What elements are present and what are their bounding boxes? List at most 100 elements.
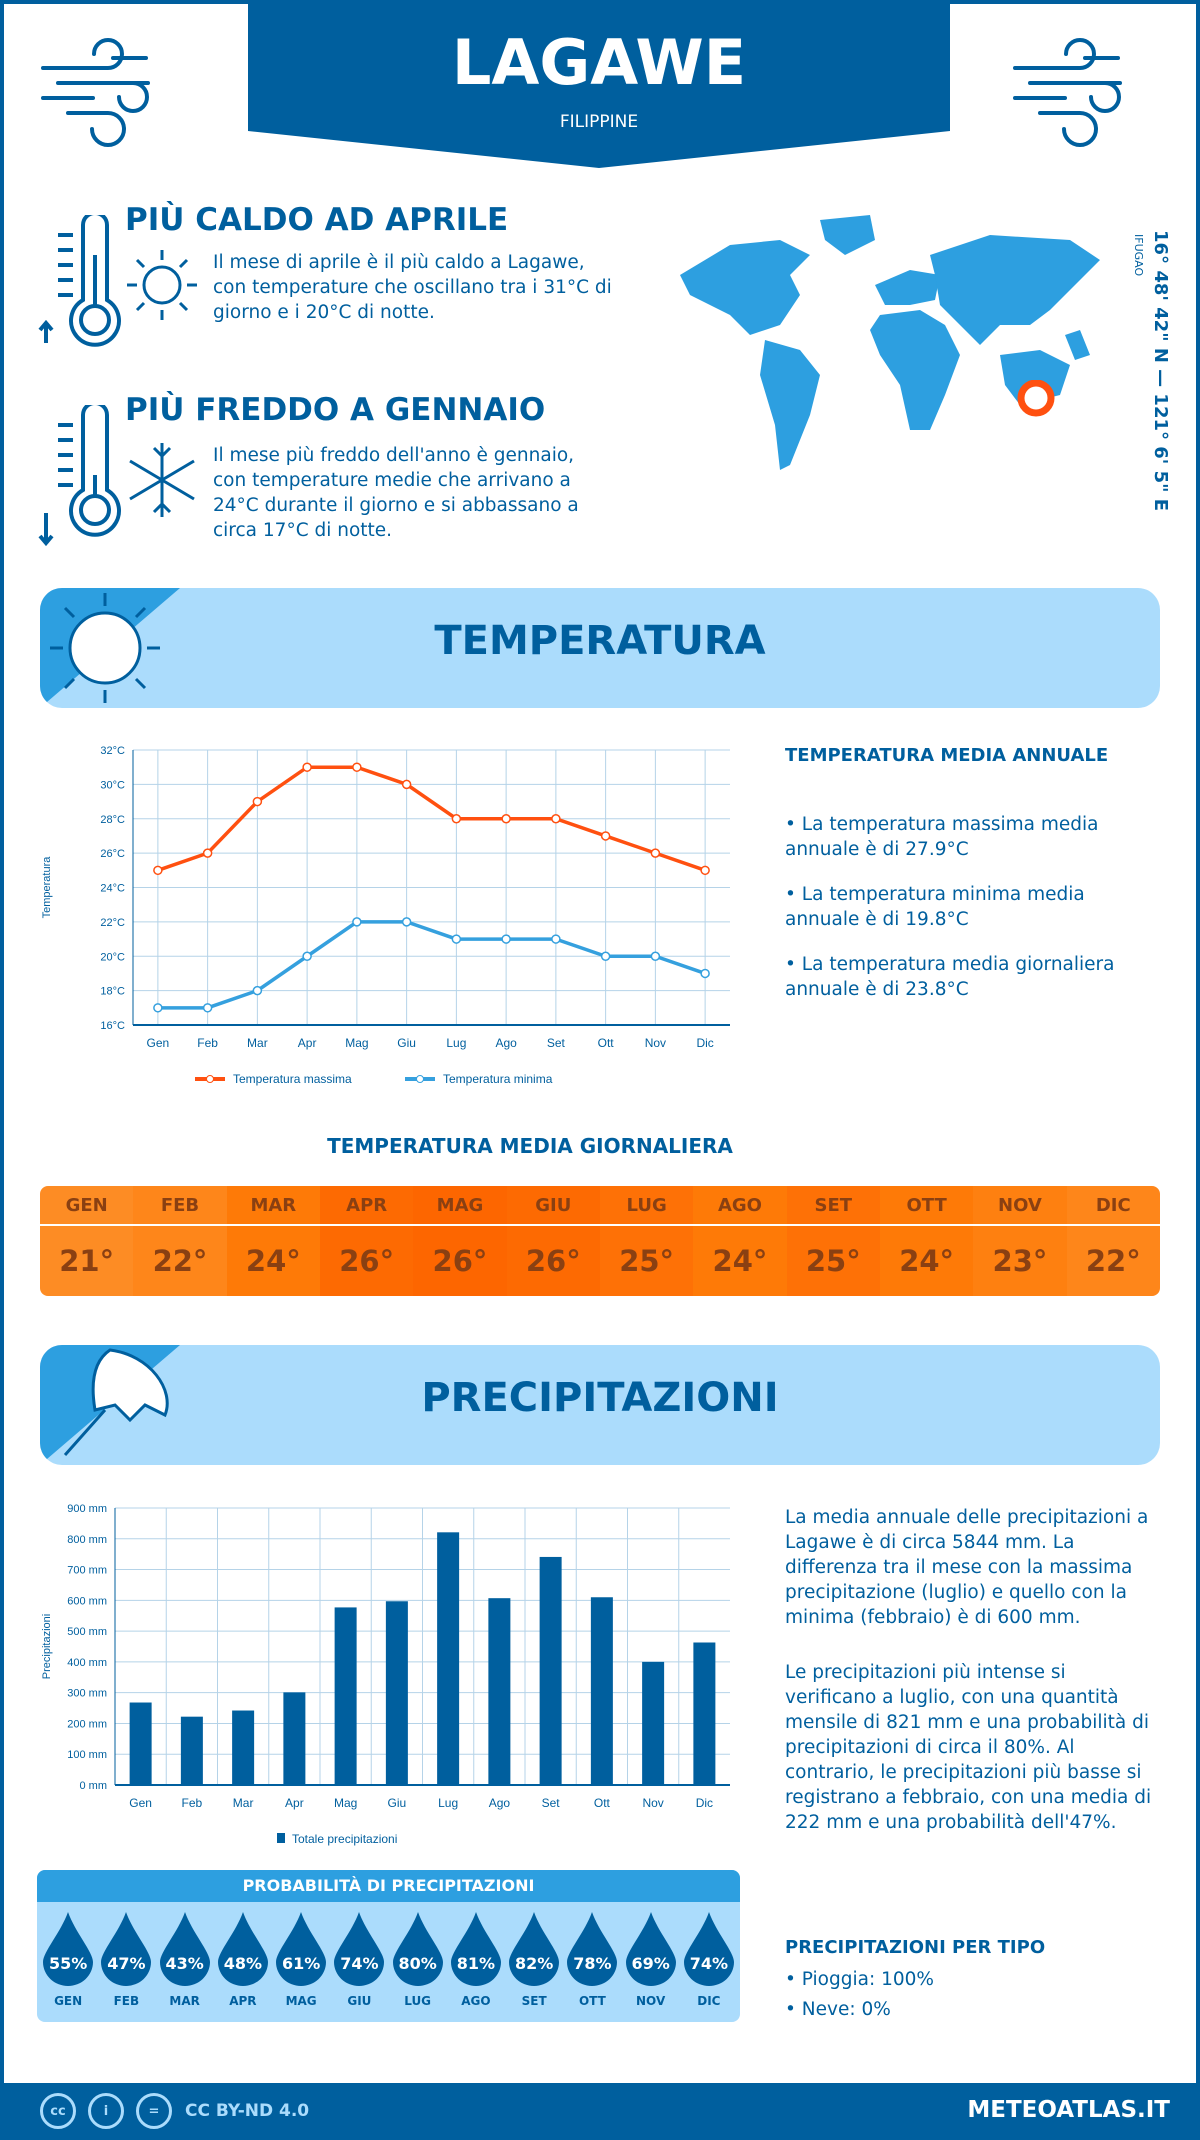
month-label: GIU bbox=[506, 1186, 600, 1226]
temperature-value: 21° bbox=[59, 1244, 115, 1278]
temperature-value: 24° bbox=[712, 1244, 768, 1278]
x-tick-label: Giu bbox=[388, 1796, 407, 1810]
umbrella-icon bbox=[63, 1348, 169, 1456]
data-point bbox=[501, 934, 511, 944]
data-point bbox=[700, 865, 710, 876]
y-tick-label: 32°C bbox=[100, 745, 125, 757]
x-tick-label: Ago bbox=[495, 1036, 517, 1050]
x-tick-label: Ago bbox=[489, 1796, 511, 1810]
month-label: LUG bbox=[599, 1186, 694, 1226]
y-tick-label: 16°C bbox=[100, 1020, 125, 1032]
month-label: APR bbox=[319, 1186, 414, 1226]
wind-icon-right bbox=[1013, 38, 1122, 147]
probability-value: 81% bbox=[456, 1954, 496, 1973]
x-tick-label: Gen bbox=[129, 1796, 152, 1810]
raindrop-icon bbox=[159, 1912, 210, 1986]
data-point bbox=[600, 951, 611, 961]
legend-label: Temperatura massima bbox=[233, 1072, 352, 1086]
y-tick-label: 300 mm bbox=[67, 1688, 107, 1700]
y-tick-label: 28°C bbox=[100, 814, 125, 826]
temperature-value: 26° bbox=[432, 1244, 488, 1278]
probability-value: 82% bbox=[514, 1954, 554, 1973]
data-point bbox=[600, 831, 611, 841]
daily-temperature-set: SET 25° bbox=[786, 1186, 880, 1296]
sun-large-icon bbox=[50, 593, 160, 703]
raindrop-icon bbox=[683, 1912, 734, 1986]
data-point bbox=[650, 848, 661, 858]
cc-icon: cc bbox=[40, 2093, 76, 2129]
raindrop-icon bbox=[217, 1912, 268, 1986]
city-title: LAGAWE bbox=[451, 26, 747, 99]
month-label: OTT bbox=[578, 1994, 606, 2008]
temperature-value: 25° bbox=[619, 1244, 675, 1278]
site-link[interactable]: METEOATLAS.IT bbox=[967, 2097, 1170, 2123]
x-tick-label: Nov bbox=[642, 1796, 663, 1810]
daily-temperature-apr: APR 26° bbox=[319, 1186, 414, 1296]
precipitation-chart: 0 mm 100 mm 200 mm 300 mm 400 mm 500 mm 600 mm… bbox=[41, 1503, 730, 1846]
month-label: LUG bbox=[404, 1994, 432, 2008]
probability-mar: 43% MAR bbox=[156, 1912, 214, 2008]
raindrop-icon bbox=[567, 1912, 618, 1986]
probability-ago: 81% AGO bbox=[447, 1912, 505, 2008]
temperature-chart: 16°C 18°C 20°C 22°C 24°C 26°C 28°C 30°C 32°C Gen F… bbox=[41, 745, 730, 1086]
x-tick-label: Mar bbox=[233, 1796, 254, 1810]
data-point bbox=[401, 917, 412, 927]
data-point bbox=[302, 762, 312, 772]
bar bbox=[590, 1597, 613, 1785]
bar bbox=[437, 1532, 460, 1785]
temperature-value: 24° bbox=[899, 1244, 955, 1278]
world-map bbox=[680, 215, 1100, 470]
y-tick-label: 24°C bbox=[100, 883, 125, 895]
daily-temperature-feb: FEB 22° bbox=[133, 1186, 227, 1296]
x-tick-label: Ott bbox=[594, 1796, 611, 1810]
y-tick-label: 700 mm bbox=[67, 1565, 107, 1577]
coldest-text: Il mese più freddo dell'anno è gennaio, … bbox=[213, 445, 579, 541]
x-tick-label: Gen bbox=[147, 1036, 170, 1050]
month-label: MAG bbox=[413, 1186, 507, 1226]
y-tick-label: 20°C bbox=[100, 951, 125, 963]
probability-value: 47% bbox=[107, 1954, 146, 1973]
probability-ott: 78% OTT bbox=[563, 1912, 621, 2008]
y-tick-label: 30°C bbox=[100, 779, 125, 791]
month-label: OTT bbox=[879, 1186, 974, 1226]
month-label: DIC bbox=[1066, 1186, 1160, 1226]
temperature-value: 22° bbox=[152, 1244, 208, 1278]
daily-temperature-row: GEN 21° FEB 22° MAR 24° APR 26° MAG 26° GIU 26° LUG 2… bbox=[40, 1186, 1160, 1296]
temperature-value: 25° bbox=[805, 1244, 861, 1278]
data-point bbox=[501, 814, 511, 824]
y-tick-label: 400 mm bbox=[67, 1657, 107, 1669]
legend-label: Totale precipitazioni bbox=[292, 1832, 397, 1846]
legend-marker bbox=[206, 1075, 214, 1083]
probability-value: 55% bbox=[48, 1954, 88, 1973]
daily-temperature-nov: NOV 23° bbox=[973, 1186, 1067, 1296]
temperature-value: 22° bbox=[1085, 1244, 1141, 1278]
month-label: GIU bbox=[347, 1994, 372, 2008]
precipitation-probability-panel: PROBABILITÀ DI PRECIPITAZIONI 55% GEN 47% F… bbox=[37, 1870, 740, 2022]
legend-swatch bbox=[277, 1833, 285, 1843]
data-point bbox=[551, 934, 561, 944]
y-tick-label: 26°C bbox=[100, 848, 125, 860]
bar bbox=[385, 1601, 408, 1785]
precipitation-type-snow: • Neve: 0% bbox=[785, 1999, 891, 2020]
month-label: FEB bbox=[133, 1186, 227, 1226]
precipitation-title: PRECIPITAZIONI bbox=[421, 1375, 779, 1421]
x-tick-label: Mag bbox=[345, 1036, 368, 1050]
data-point bbox=[153, 865, 163, 876]
probability-value: 74% bbox=[689, 1954, 729, 1973]
probability-value: 74% bbox=[340, 1954, 379, 1973]
probability-dic: 74% DIC bbox=[680, 1912, 738, 2008]
x-tick-label: Set bbox=[547, 1036, 566, 1050]
probability-value: 43% bbox=[165, 1954, 204, 1973]
temperature-bullet-1: • La temperatura massima media annuale è… bbox=[785, 814, 1099, 860]
precipitation-section-header: PRECIPITAZIONI bbox=[40, 1345, 1160, 1465]
month-label: MAG bbox=[285, 1994, 317, 2008]
x-tick-label: Dic bbox=[696, 1036, 713, 1050]
month-label: GEN bbox=[54, 1994, 83, 2008]
data-point bbox=[551, 814, 561, 824]
probability-value: 48% bbox=[223, 1954, 263, 1973]
temperature-bullet-3: • La temperatura media giornaliera annua… bbox=[785, 954, 1115, 1000]
series-line-min bbox=[157, 920, 706, 1010]
thermometer-hot-icon bbox=[38, 215, 121, 347]
month-label: SET bbox=[786, 1186, 880, 1226]
month-label: FEB bbox=[113, 1994, 140, 2008]
